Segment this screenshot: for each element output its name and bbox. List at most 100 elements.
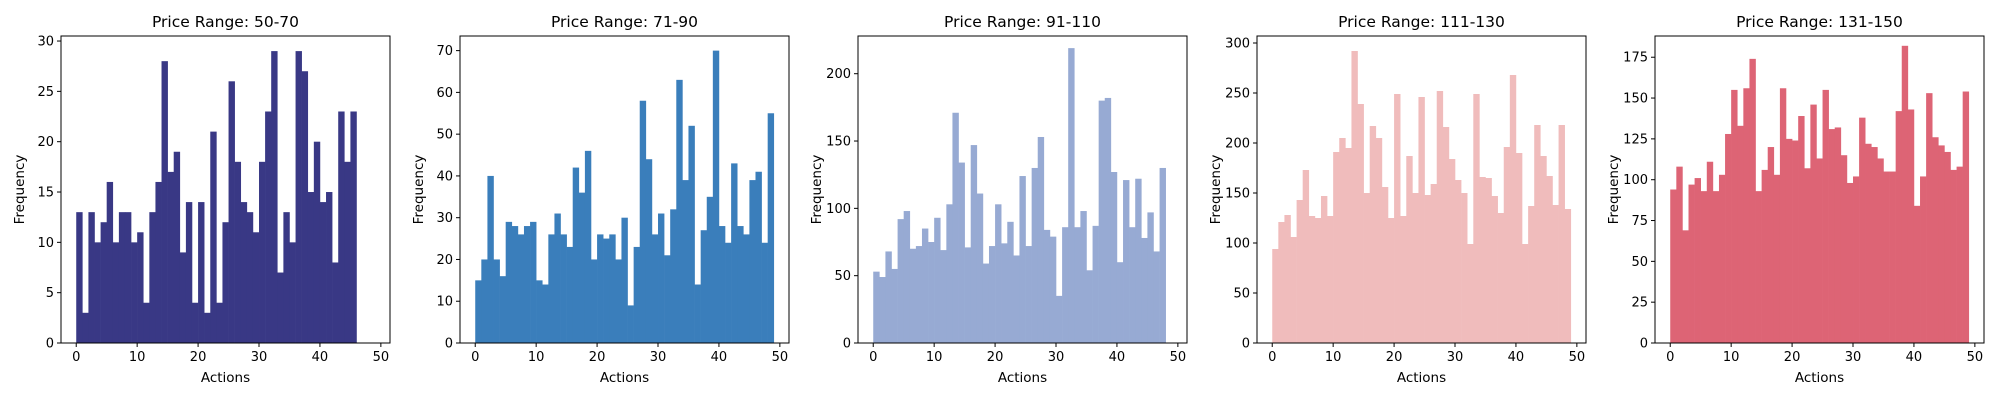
bar <box>1049 236 1057 343</box>
y-tick-label: 50 <box>436 128 453 143</box>
y-tick-label: 20 <box>37 135 54 150</box>
bar <box>1092 225 1099 343</box>
chart-title: Price Range: 91-110 <box>944 13 1101 31</box>
x-tick-label: 10 <box>1325 350 1342 365</box>
bar <box>265 111 272 344</box>
y-tick-label: 5 <box>46 286 54 301</box>
bar <box>295 51 302 343</box>
bar <box>271 51 278 343</box>
bar <box>1497 213 1505 343</box>
x-tick-label: 20 <box>589 350 606 365</box>
subplot-5: 0 10 20 30 40 50 0 25 50 75 100 125 150 175 Price Rang… <box>1606 13 1985 386</box>
x-tick-label: 0 <box>1666 350 1674 365</box>
x-tick-label: 20 <box>987 350 1004 365</box>
bar <box>1737 125 1744 343</box>
bar <box>1670 189 1677 343</box>
bar <box>554 213 561 343</box>
bar <box>222 222 229 343</box>
bar <box>1381 187 1389 343</box>
bar <box>1436 91 1444 343</box>
bar <box>124 212 132 343</box>
x-axis-label: Actions <box>201 370 250 386</box>
bar <box>1834 127 1842 343</box>
x-tick-label: 0 <box>471 350 479 365</box>
bar <box>1141 237 1148 343</box>
bar <box>1007 221 1014 343</box>
x-tick-label: 50 <box>373 350 390 365</box>
bar <box>1682 230 1689 343</box>
bar <box>1901 45 1909 344</box>
bar <box>505 221 513 343</box>
bar <box>1430 184 1438 343</box>
bar <box>879 277 886 343</box>
bar <box>1877 158 1884 343</box>
bar <box>1302 170 1310 343</box>
bar <box>664 255 671 343</box>
bar <box>155 181 162 343</box>
bar <box>676 79 683 344</box>
bar <box>1700 191 1708 343</box>
bar <box>1129 227 1136 343</box>
bar <box>572 167 580 343</box>
y-tick-label: 300 <box>1225 37 1250 52</box>
bar <box>517 234 525 343</box>
bar <box>749 180 756 343</box>
bar <box>1528 206 1535 343</box>
bar <box>1098 100 1106 343</box>
y-tick-label: 10 <box>436 295 453 310</box>
subplot-4: 0 10 20 30 40 50 0 50 100 150 200 250 300 Price Range… <box>1208 13 1587 386</box>
bar <box>1743 88 1750 343</box>
bar <box>1509 75 1517 343</box>
bar <box>597 234 604 343</box>
x-tick-label: 10 <box>926 350 943 365</box>
bar <box>885 251 892 343</box>
bar <box>1406 156 1413 343</box>
bar <box>921 228 929 343</box>
y-tick-label: 0 <box>1242 337 1250 352</box>
bar <box>1804 168 1811 343</box>
y-tick-label: 30 <box>436 211 453 226</box>
bar <box>1920 176 1927 343</box>
x-tick-label: 30 <box>251 350 268 365</box>
x-tick-label: 50 <box>772 350 789 365</box>
bar <box>100 222 107 343</box>
bar <box>1828 129 1836 343</box>
bar <box>958 162 965 343</box>
bar <box>1558 125 1565 343</box>
x-tick-label: 20 <box>190 350 207 365</box>
bar <box>670 209 677 343</box>
y-tick-label: 0 <box>46 337 54 352</box>
bar <box>940 250 947 343</box>
bar <box>511 226 519 343</box>
bar <box>1086 270 1093 343</box>
bar <box>1327 216 1334 343</box>
bar <box>1773 174 1781 343</box>
bar <box>1865 143 1872 343</box>
x-tick-label: 30 <box>650 350 667 365</box>
bar <box>1284 215 1291 343</box>
bar <box>167 171 175 343</box>
y-tick-label: 175 <box>1623 51 1648 66</box>
y-tick-label: 250 <box>1225 87 1250 102</box>
bar <box>307 192 315 343</box>
y-tick-label: 70 <box>436 44 453 59</box>
bar <box>1412 193 1419 343</box>
bar <box>76 212 83 343</box>
x-tick-label: 10 <box>1723 350 1740 365</box>
bar <box>761 242 768 343</box>
bar <box>1037 136 1045 343</box>
bar <box>909 248 917 343</box>
subplot-3: 0 10 20 30 40 50 0 50 100 150 200 Price Range: 91-1… <box>809 13 1188 386</box>
bar <box>1816 158 1823 343</box>
bar <box>530 221 537 343</box>
bar <box>1731 89 1738 343</box>
bar <box>694 284 701 343</box>
bar <box>301 71 309 343</box>
bar <box>952 112 959 343</box>
bar <box>1962 91 1970 344</box>
y-tick-label: 100 <box>1623 173 1648 188</box>
bar <box>234 161 242 343</box>
bar <box>1369 126 1377 343</box>
y-tick-label: 0 <box>445 337 453 352</box>
x-axis-label: Actions <box>998 370 1047 386</box>
